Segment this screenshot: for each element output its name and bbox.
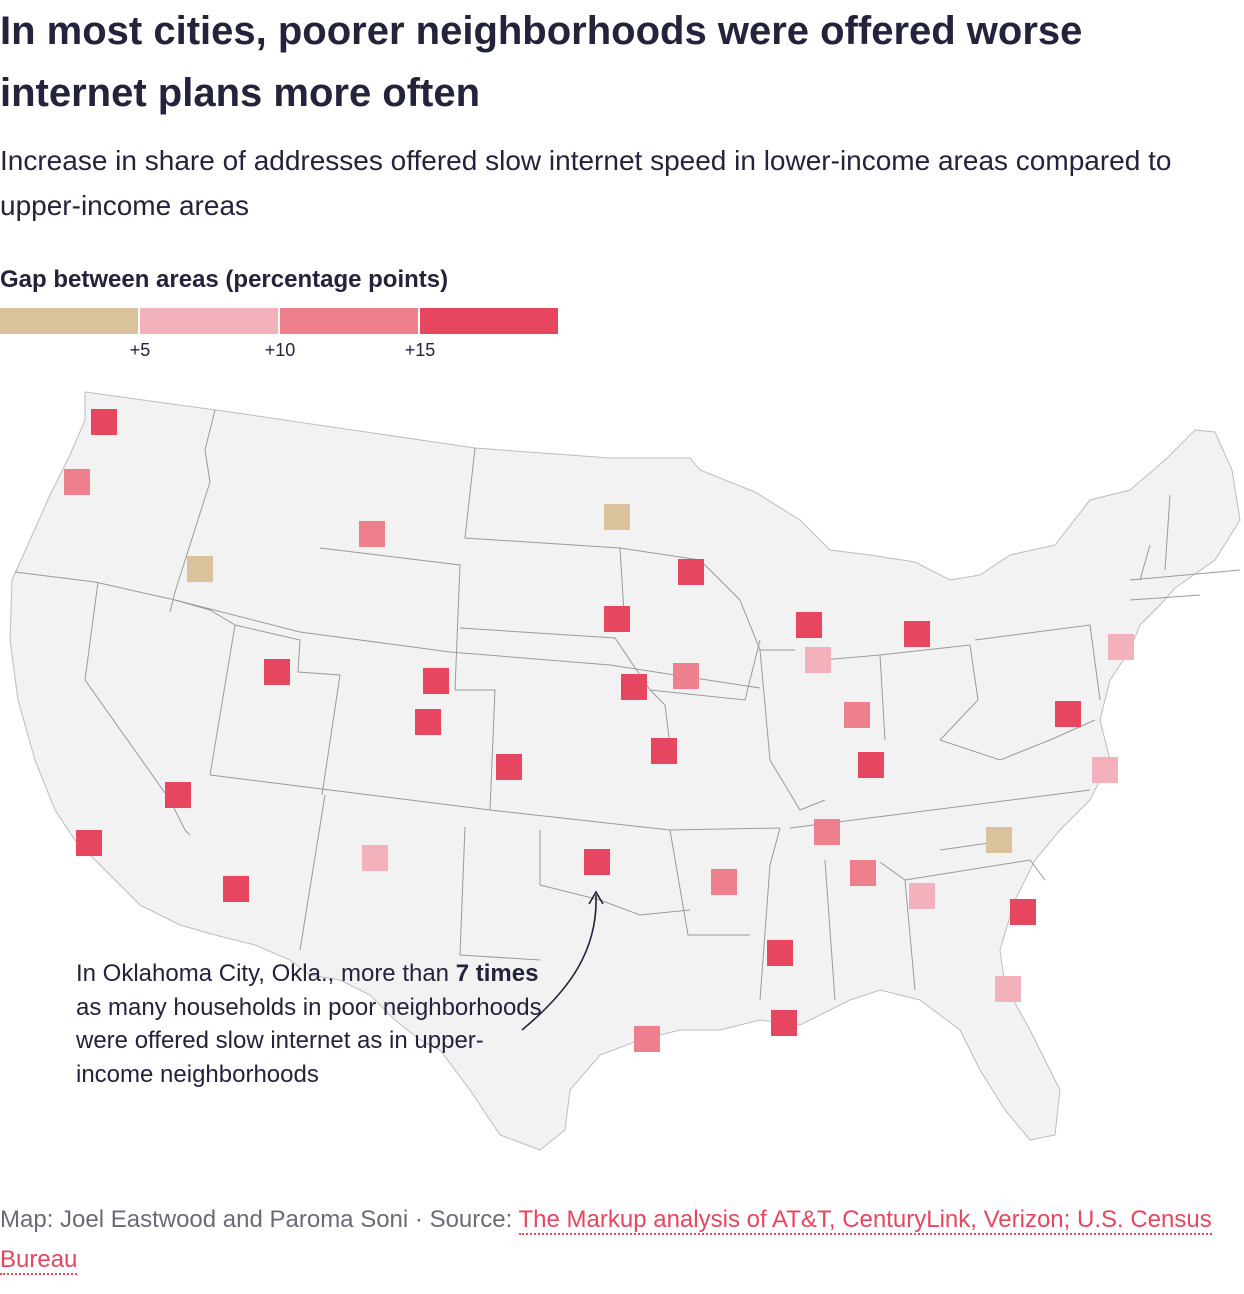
city-marker-atlanta bbox=[909, 883, 935, 909]
city-marker-milwaukee bbox=[796, 612, 822, 638]
city-marker-minneapolis bbox=[678, 559, 704, 585]
annotation-bold: 7 times bbox=[455, 960, 539, 987]
legend-bin-0 bbox=[0, 308, 138, 334]
city-marker-omaha bbox=[621, 674, 647, 700]
city-marker-louisville bbox=[858, 752, 884, 778]
annotation-arrowhead bbox=[588, 890, 604, 905]
annotation-arrow bbox=[521, 894, 597, 1031]
oklahoma-city-annotation: In Oklahoma City, Okla., more than 7 tim… bbox=[76, 957, 546, 1091]
city-marker-denver bbox=[415, 709, 441, 735]
legend-tick-5: +5 bbox=[129, 340, 151, 360]
city-marker-new-orleans bbox=[771, 1010, 797, 1036]
city-marker-des-moines bbox=[673, 663, 699, 689]
city-markers bbox=[64, 409, 1134, 1052]
city-marker-birmingham bbox=[850, 860, 876, 886]
us-map bbox=[9, 391, 1241, 1151]
city-marker-little-rock bbox=[711, 869, 737, 895]
city-marker-cheyenne bbox=[423, 668, 449, 694]
chart-subtitle: Increase in share of addresses offered s… bbox=[0, 145, 1172, 221]
city-marker-salt-lake-city bbox=[264, 659, 290, 685]
city-marker-boise bbox=[187, 556, 213, 582]
city-marker-indianapolis bbox=[844, 702, 870, 728]
city-marker-phoenix bbox=[223, 876, 249, 902]
city-marker-jackson bbox=[767, 940, 793, 966]
city-marker-las-vegas bbox=[165, 782, 191, 808]
city-marker-detroit bbox=[904, 621, 930, 647]
city-marker-chicago bbox=[805, 647, 831, 673]
legend-title: Gap between areas (percentage points) bbox=[0, 266, 449, 293]
legend-bin-3 bbox=[420, 308, 558, 334]
chart-title: In most cities, poorer neighborhoods wer… bbox=[0, 9, 1083, 115]
city-marker-sioux-falls bbox=[604, 606, 630, 632]
legend-tick-15: +15 bbox=[404, 340, 436, 360]
city-marker-fargo bbox=[604, 504, 630, 530]
city-marker-kansas-city bbox=[651, 738, 677, 764]
city-marker-houston bbox=[634, 1026, 660, 1052]
footer-credit: Map: Joel Eastwood and Paroma Soni · Sou… bbox=[0, 1206, 519, 1233]
legend-tick-10: +10 bbox=[264, 340, 296, 360]
city-marker-charlotte bbox=[986, 827, 1012, 853]
city-marker-new-york bbox=[1108, 634, 1134, 660]
city-marker-oklahoma-city bbox=[584, 849, 610, 875]
city-marker-albuquerque bbox=[362, 845, 388, 871]
legend-bin-1 bbox=[140, 308, 278, 334]
footer: Map: Joel Eastwood and Paroma Soni · Sou… bbox=[0, 1200, 1240, 1280]
city-marker-seattle bbox=[91, 409, 117, 435]
city-marker-washington-dc bbox=[1055, 701, 1081, 727]
legend-bin-2 bbox=[280, 308, 418, 334]
annotation-text-after: as many households in poor neighborhoods… bbox=[76, 993, 542, 1088]
us-land bbox=[9, 391, 1241, 1151]
city-marker-jacksonville bbox=[995, 976, 1021, 1002]
city-marker-charleston bbox=[1010, 899, 1036, 925]
city-marker-virginia-beach bbox=[1092, 757, 1118, 783]
city-marker-portland bbox=[64, 469, 90, 495]
city-marker-los-angeles bbox=[76, 830, 102, 856]
city-marker-billings bbox=[359, 521, 385, 547]
source-link[interactable]: The Markup analysis of AT&T, CenturyLink… bbox=[0, 1206, 1212, 1275]
annotation-text-before: In Oklahoma City, Okla., more than bbox=[76, 960, 456, 987]
city-marker-nashville bbox=[814, 819, 840, 845]
city-marker-wichita bbox=[496, 754, 522, 780]
